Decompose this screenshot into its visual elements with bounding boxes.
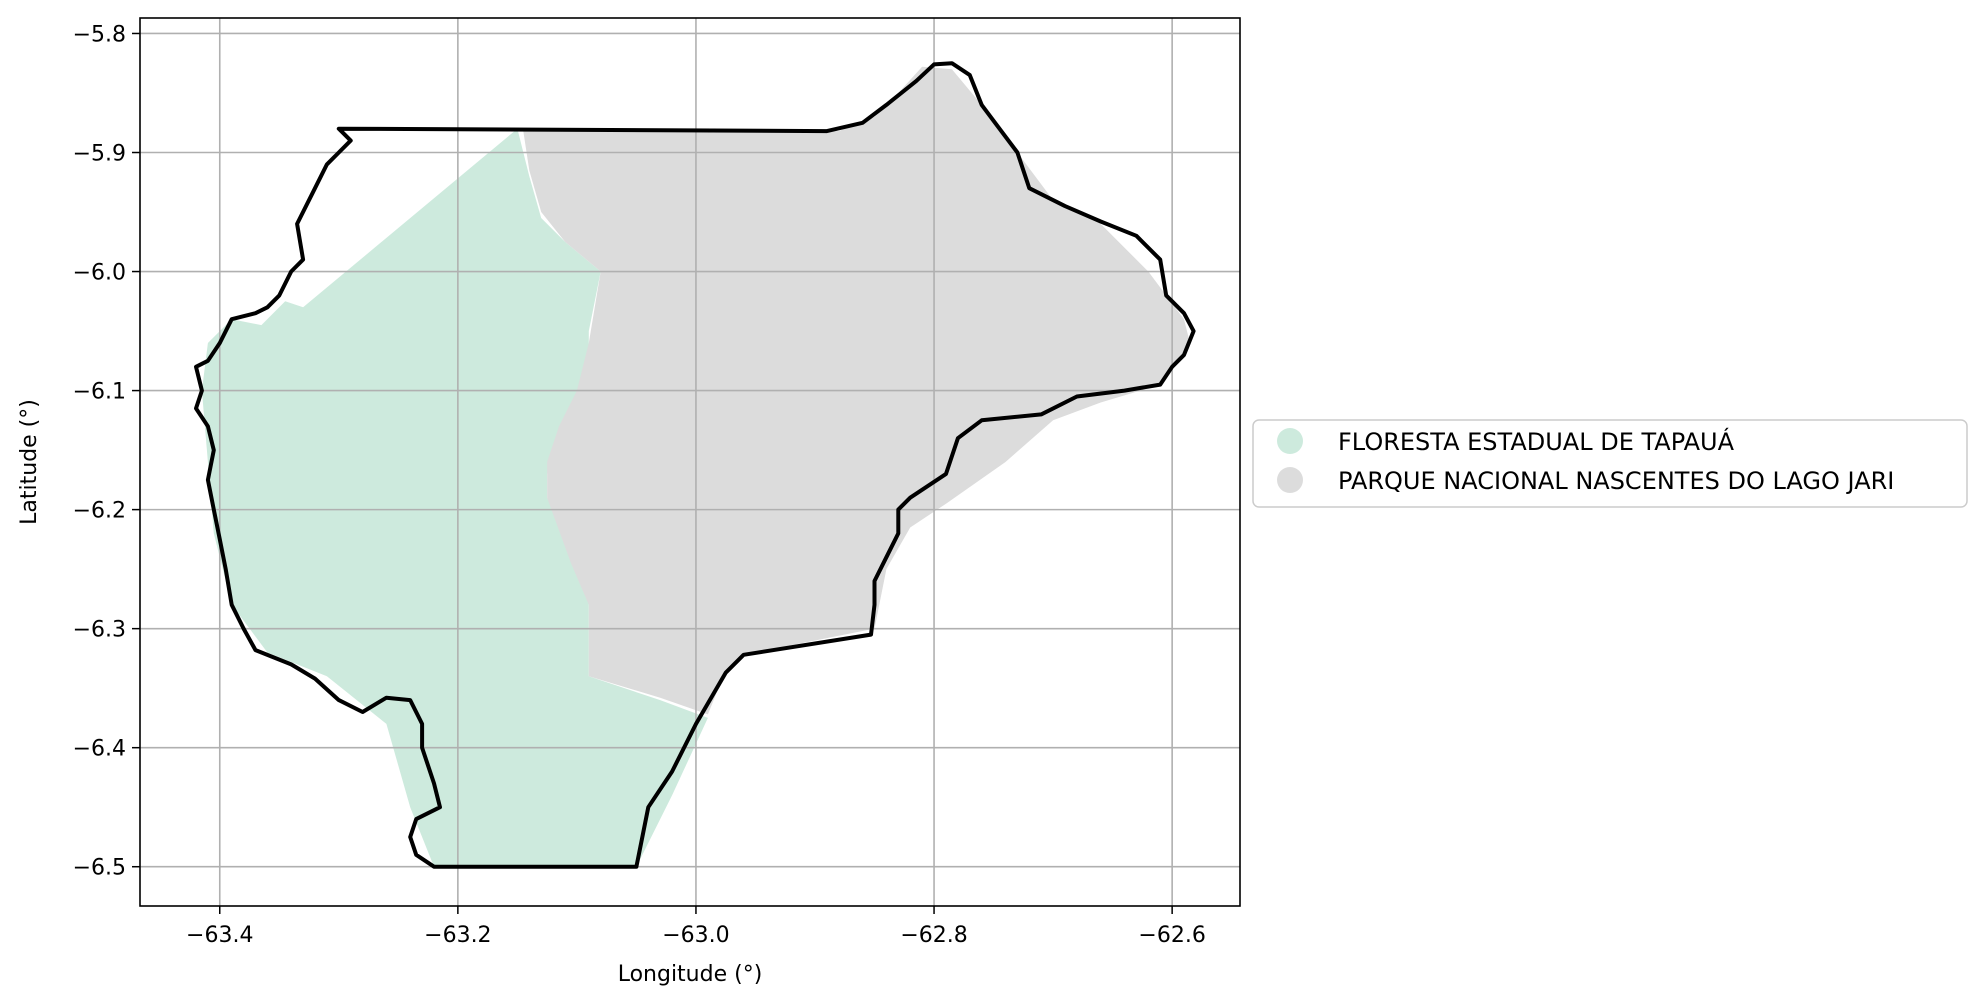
y-axis-ticks: −5.8 −5.9 −6.0 −6.1 −6.2 −6.3 −6.4 −6.5 (73, 22, 140, 881)
x-tick-label: −63.0 (662, 923, 729, 948)
legend-frame (1252, 419, 1968, 508)
x-axis-label: Longitude (°) (618, 962, 763, 987)
x-tick-label: −63.4 (186, 923, 253, 948)
y-tick-label: −6.2 (73, 499, 126, 524)
legend-label-parque: PARQUE NACIONAL NASCENTES DO LAGO JARI (1338, 467, 1894, 495)
legend-marker-parque (1277, 467, 1303, 493)
y-tick-label: −6.5 (73, 856, 126, 881)
study-area-boundary (194, 61, 1196, 869)
region-floresta-estadual-de-tapaua (201, 128, 708, 867)
y-tick-label: −6.1 (73, 380, 126, 405)
legend: FLORESTA ESTADUAL DE TAPAUÁ PARQUE NACIO… (1252, 419, 1968, 508)
boundary-outline (194, 61, 1196, 869)
x-tick-label: −62.8 (900, 923, 967, 948)
gridlines (140, 18, 1240, 906)
x-tick-label: −63.2 (424, 923, 491, 948)
y-tick-label: −5.8 (73, 22, 126, 47)
y-tick-label: −6.3 (73, 618, 126, 643)
y-tick-label: −6.0 (73, 261, 126, 286)
y-axis-label: Latitude (°) (17, 399, 42, 525)
y-tick-label: −5.9 (73, 142, 126, 167)
x-tick-label: −62.6 (1138, 923, 1205, 948)
axes-frame (139, 17, 1241, 907)
x-axis-ticks: −63.4 −63.2 −63.0 −62.8 −62.6 (186, 906, 1206, 948)
y-tick-label: −6.4 (73, 737, 126, 762)
legend-label-floresta: FLORESTA ESTADUAL DE TAPAUÁ (1338, 427, 1735, 456)
legend-marker-floresta (1277, 428, 1303, 454)
